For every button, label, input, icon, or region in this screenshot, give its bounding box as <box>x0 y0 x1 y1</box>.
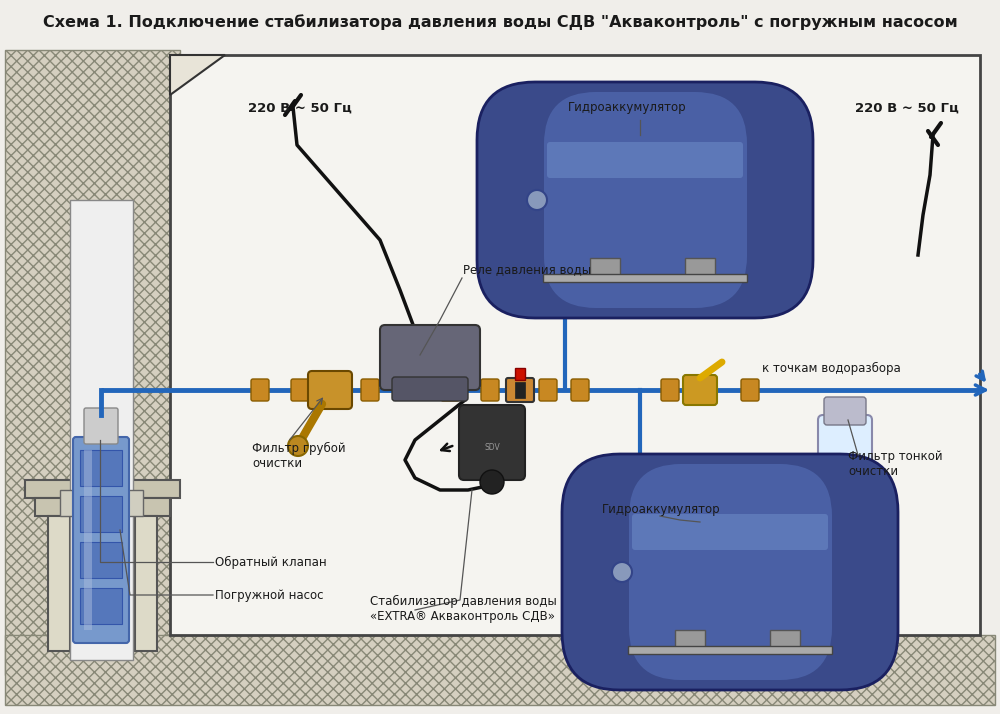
FancyBboxPatch shape <box>571 379 589 401</box>
FancyBboxPatch shape <box>683 375 717 405</box>
FancyBboxPatch shape <box>632 514 828 550</box>
Bar <box>515 382 525 398</box>
Bar <box>590 258 620 276</box>
Bar <box>80 542 122 578</box>
Text: 220 В ~ 50 Гц: 220 В ~ 50 Гц <box>248 101 352 114</box>
Text: SDV: SDV <box>484 443 500 453</box>
Bar <box>70 200 133 660</box>
FancyBboxPatch shape <box>441 379 459 401</box>
Bar <box>80 496 122 532</box>
Bar <box>628 646 832 654</box>
Bar <box>515 368 525 380</box>
FancyBboxPatch shape <box>547 142 743 178</box>
Bar <box>135 516 157 651</box>
Circle shape <box>612 562 632 582</box>
Bar <box>5 635 995 705</box>
Bar <box>5 50 180 675</box>
FancyBboxPatch shape <box>824 397 866 425</box>
FancyBboxPatch shape <box>818 415 872 505</box>
FancyBboxPatch shape <box>539 379 557 401</box>
FancyBboxPatch shape <box>477 82 813 318</box>
Text: Реле давления воды: Реле давления воды <box>463 263 591 276</box>
Bar <box>543 274 747 282</box>
Text: Обратный клапан: Обратный клапан <box>215 555 327 568</box>
FancyBboxPatch shape <box>741 379 759 401</box>
Text: Схема 1. Подключение стабилизатора давления воды СДВ "Акваконтроль" с погружным : Схема 1. Подключение стабилизатора давле… <box>43 14 957 30</box>
Bar <box>35 498 170 516</box>
Text: 220 В ~ 50 Гц: 220 В ~ 50 Гц <box>855 101 959 114</box>
FancyBboxPatch shape <box>308 371 352 409</box>
FancyBboxPatch shape <box>84 408 118 444</box>
Text: Стабилизатор давления воды
«EXTRA® Акваконтроль СДВ»: Стабилизатор давления воды «EXTRA® Аквак… <box>370 595 557 623</box>
Text: Погружной насос: Погружной насос <box>215 588 324 601</box>
Text: Фильтр грубой
очистки: Фильтр грубой очистки <box>252 442 346 470</box>
Bar <box>170 55 980 635</box>
FancyBboxPatch shape <box>392 377 468 401</box>
FancyBboxPatch shape <box>544 92 747 308</box>
FancyBboxPatch shape <box>361 379 379 401</box>
Polygon shape <box>170 55 225 95</box>
FancyBboxPatch shape <box>562 454 898 690</box>
FancyBboxPatch shape <box>73 437 129 643</box>
Circle shape <box>527 190 547 210</box>
FancyBboxPatch shape <box>459 405 525 480</box>
FancyBboxPatch shape <box>481 379 499 401</box>
FancyBboxPatch shape <box>251 379 269 401</box>
Text: к точкам водоразбора: к точкам водоразбора <box>762 361 901 375</box>
Text: Гидроаккумулятор: Гидроаккумулятор <box>602 503 721 516</box>
FancyBboxPatch shape <box>291 379 309 401</box>
Bar <box>675 630 705 648</box>
FancyBboxPatch shape <box>380 325 480 390</box>
Bar <box>60 490 143 516</box>
Text: Гидроаккумулятор: Гидроаккумулятор <box>568 101 687 114</box>
Circle shape <box>288 436 308 456</box>
Bar <box>84 450 92 630</box>
FancyBboxPatch shape <box>629 464 832 680</box>
Bar <box>80 450 122 486</box>
FancyBboxPatch shape <box>506 378 534 402</box>
Bar <box>685 258 715 276</box>
Text: Фильтр тонкой
очистки: Фильтр тонкой очистки <box>848 450 943 478</box>
Bar <box>80 588 122 624</box>
Bar <box>48 516 70 651</box>
Bar <box>25 480 180 498</box>
FancyBboxPatch shape <box>661 379 679 401</box>
Bar <box>770 630 800 648</box>
Circle shape <box>480 470 504 494</box>
